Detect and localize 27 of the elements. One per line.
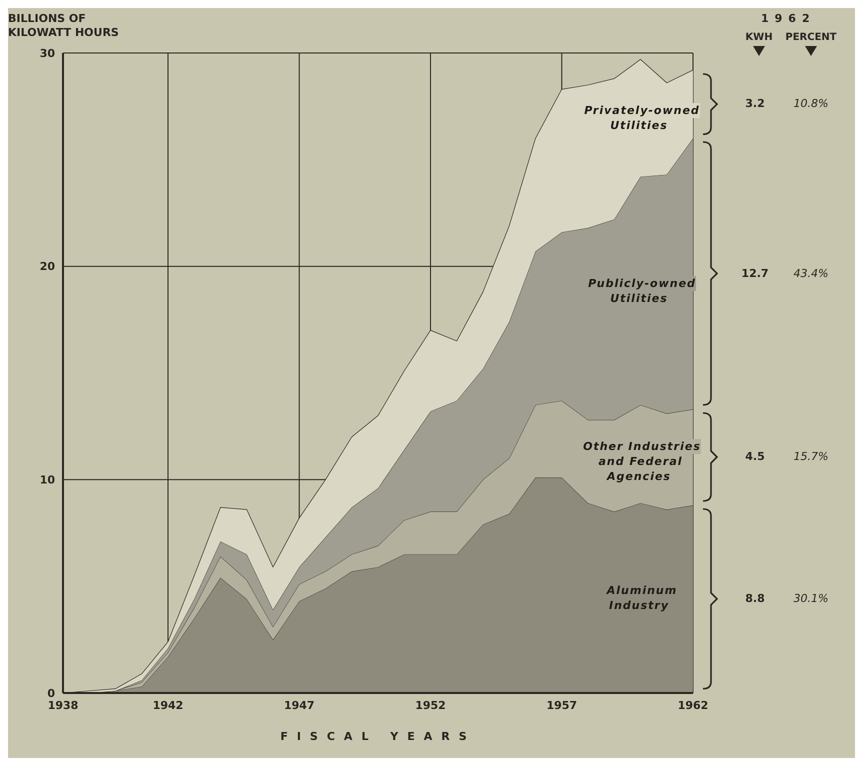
- x-axis-title: FISCAL YEARS: [280, 730, 476, 743]
- y-tick-label: 10: [40, 474, 56, 487]
- text: 30.1%: [792, 592, 830, 606]
- x-tick-label: 1947: [284, 698, 315, 712]
- y-tick-label: 30: [40, 46, 56, 60]
- text: 3.2: [744, 97, 766, 110]
- text: 43.4%: [792, 266, 830, 280]
- text: 4.5: [744, 450, 766, 464]
- y-tick-label: 0: [47, 686, 56, 700]
- x-tick-label: 1938: [48, 698, 78, 712]
- series-label: Other Industries and Federal Agencies: [580, 439, 701, 484]
- y-axis-title: BILLIONS OF KILOWATT HOURS: [8, 12, 119, 40]
- series-label: Privately-owned Utilities: [581, 103, 700, 134]
- x-tick-label: 1957: [546, 698, 578, 712]
- text: 8.8: [744, 592, 766, 606]
- text: 1962: [761, 12, 816, 25]
- series-label: Publicly-owned Utilities: [585, 276, 696, 306]
- text: 12.7: [740, 266, 770, 280]
- x-tick-label: 1962: [678, 698, 708, 712]
- text: PERCENT: [784, 32, 838, 43]
- x-tick-label: 1942: [152, 698, 184, 712]
- x-tick-label: 1952: [415, 698, 446, 712]
- y-tick-label: 20: [40, 260, 56, 274]
- text: 10.8%: [792, 97, 830, 110]
- series-label: Aluminum Industry: [604, 583, 678, 614]
- text: 15.7%: [792, 450, 830, 464]
- text: KWH: [744, 32, 774, 43]
